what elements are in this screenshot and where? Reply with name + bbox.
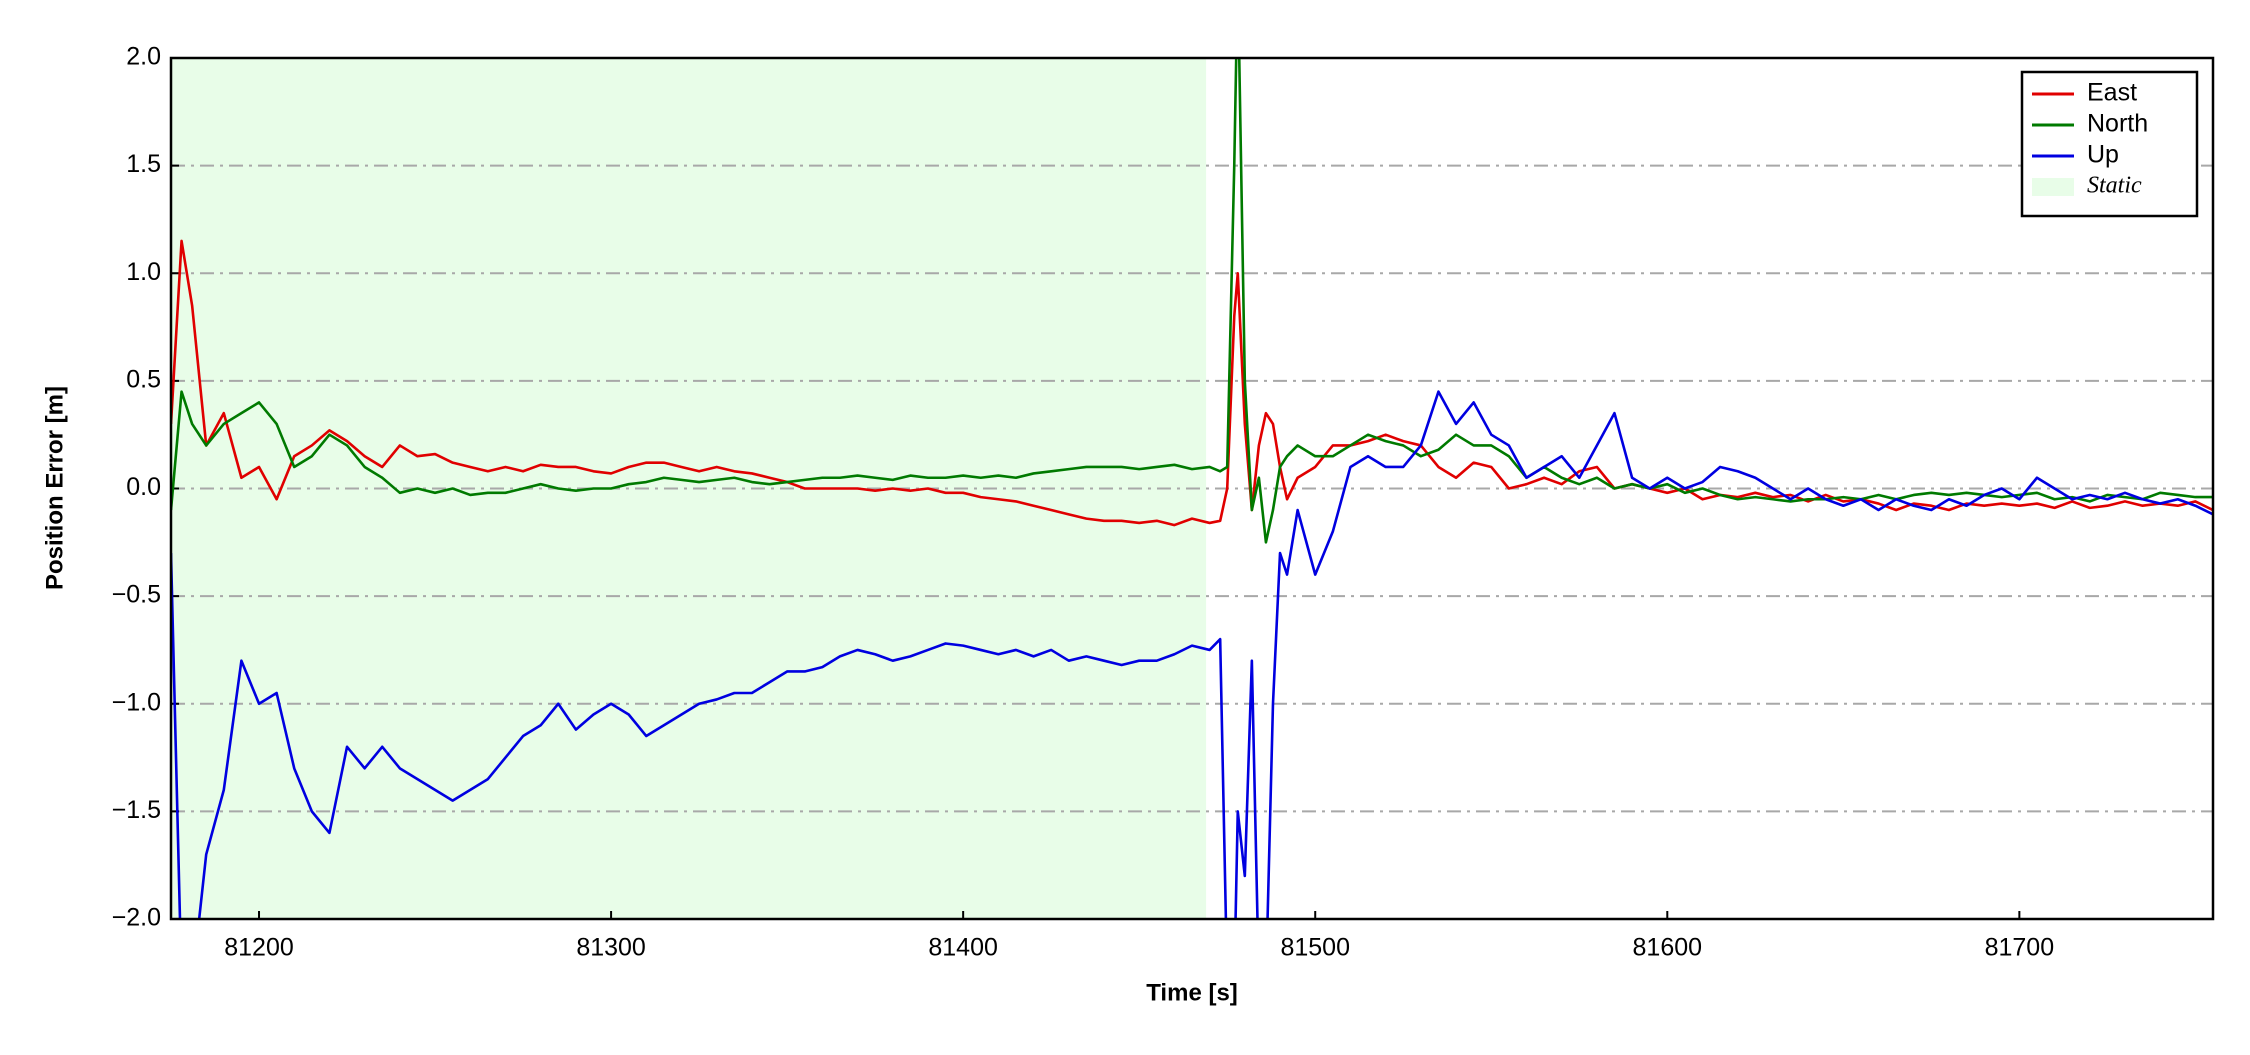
x-tick-label: 81300 xyxy=(576,934,646,962)
legend-label: North xyxy=(2087,110,2148,138)
line-north xyxy=(171,58,2213,544)
legend-label: Up xyxy=(2087,141,2119,169)
line-east xyxy=(171,239,2213,527)
plot-lines xyxy=(171,58,2213,919)
legend-label: East xyxy=(2087,79,2137,107)
y-tick-label: −0.5 xyxy=(112,581,161,609)
legend-swatch xyxy=(2032,178,2074,196)
x-tick-label: 81600 xyxy=(1633,934,1703,962)
x-tick-label: 81400 xyxy=(928,934,998,962)
x-tick-label: 81200 xyxy=(224,934,294,962)
y-tick-label: 0.0 xyxy=(126,473,161,501)
line-up xyxy=(171,390,2213,919)
y-tick-label: −2.0 xyxy=(112,904,161,932)
x-axis-label: Time [s] xyxy=(1146,979,1238,1006)
y-tick-label: 2.0 xyxy=(126,43,161,71)
y-tick-label: 1.0 xyxy=(126,258,161,286)
plot-frame xyxy=(169,56,2215,921)
x-tick-label: 81700 xyxy=(1985,934,2055,962)
y-tick-label: −1.0 xyxy=(112,688,161,716)
y-tick-label: −1.5 xyxy=(112,796,161,824)
y-tick-label: 0.5 xyxy=(126,365,161,393)
y-tick-label: 1.5 xyxy=(126,150,161,178)
x-tick-label: 81500 xyxy=(1280,934,1350,962)
y-axis-label: Position Error [m] xyxy=(41,386,68,590)
legend-label: Static xyxy=(2087,173,2142,199)
